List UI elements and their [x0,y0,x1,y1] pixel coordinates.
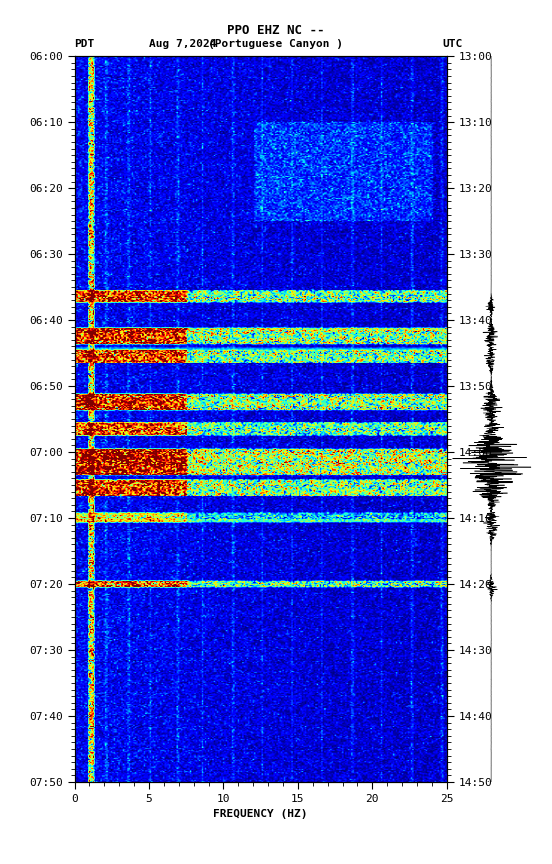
Text: PDT: PDT [75,39,95,49]
Text: PPO EHZ NC --: PPO EHZ NC -- [227,24,325,37]
X-axis label: FREQUENCY (HZ): FREQUENCY (HZ) [214,810,308,819]
Text: UTC: UTC [443,39,463,49]
Text: Aug 7,2024: Aug 7,2024 [149,39,216,49]
Text: (Portuguese Canyon ): (Portuguese Canyon ) [209,39,343,49]
